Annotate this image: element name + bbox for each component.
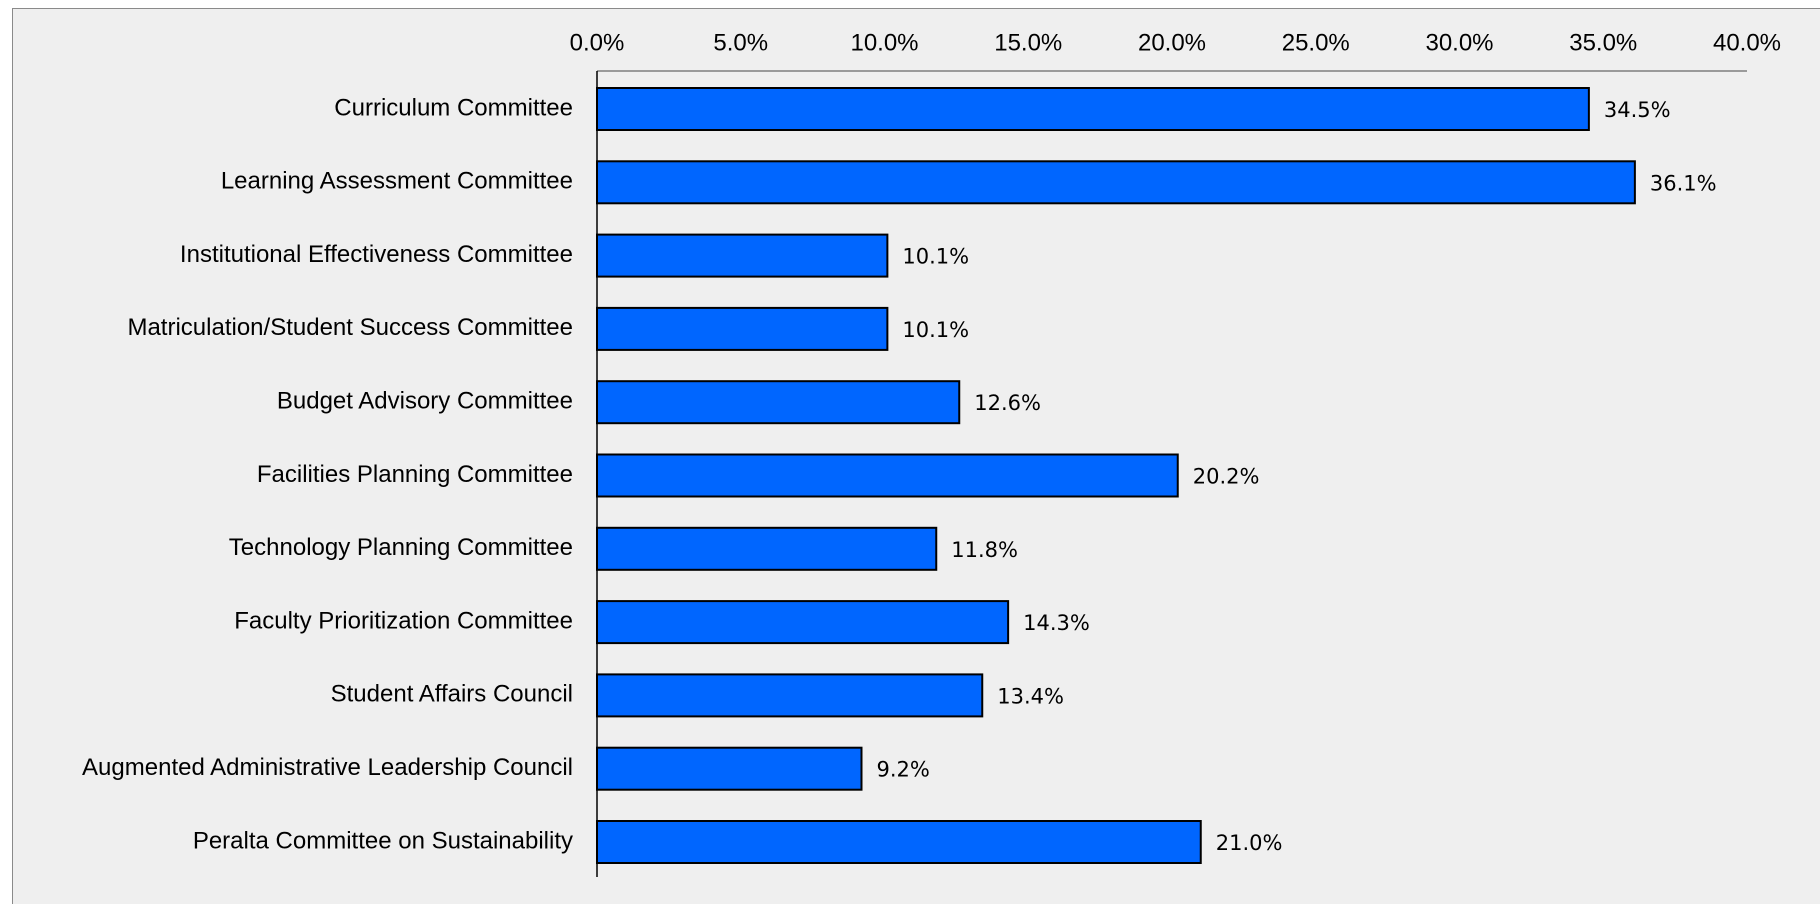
category-label: Student Affairs Council (331, 681, 573, 708)
category-label: Institutional Effectiveness Committee (180, 241, 573, 268)
data-label: 9.2% (877, 758, 930, 782)
x-tick-label: 5.0% (713, 29, 768, 56)
x-tick-label: 35.0% (1569, 29, 1637, 56)
data-label: 10.1% (902, 318, 969, 342)
x-tick-label: 10.0% (850, 29, 918, 56)
category-label: Curriculum Committee (334, 94, 573, 121)
x-tick-label: 30.0% (1425, 29, 1493, 56)
chart-frame: 0.0% 5.0% 10.0% 15.0% 20.0% 25.0% 30.0% 35.0% 40… (12, 8, 1820, 904)
data-label: 11.8% (951, 538, 1018, 562)
x-tick-label: 20.0% (1138, 29, 1206, 56)
labels-layer: Curriculum Committee 34.5% Learning Assess… (82, 94, 1717, 855)
category-label: Matriculation/Student Success Committee (127, 314, 573, 341)
data-label: 20.2% (1193, 465, 1260, 489)
category-label: Learning Assessment Committee (221, 168, 573, 195)
axis-layer: 0.0% 5.0% 10.0% 15.0% 20.0% 25.0% 30.0% 35.0% 40… (570, 29, 1781, 877)
category-label: Faculty Prioritization Committee (234, 607, 573, 634)
bar (596, 160, 1636, 205)
category-label: Augmented Administrative Leadership Coun… (82, 754, 573, 781)
data-label: 36.1% (1650, 171, 1717, 195)
x-tick-label: 25.0% (1282, 29, 1350, 56)
category-label: Peralta Committee on Sustainability (193, 827, 573, 854)
data-label: 14.3% (1023, 611, 1090, 635)
bar-chart: 0.0% 5.0% 10.0% 15.0% 20.0% 25.0% 30.0% 35.0% 40… (82, 29, 1781, 877)
bar (596, 380, 961, 425)
bar (596, 306, 889, 351)
x-tick-label: 0.0% (570, 29, 625, 56)
bar (596, 453, 1179, 498)
bar (596, 600, 1010, 645)
data-label: 13.4% (997, 684, 1064, 708)
bar (596, 820, 1202, 864)
x-tick-label: 40.0% (1713, 29, 1781, 56)
category-label: Budget Advisory Committee (277, 388, 573, 415)
bar (596, 233, 889, 278)
category-label: Facilities Planning Committee (257, 461, 573, 488)
x-tick-label: 15.0% (994, 29, 1062, 56)
data-label: 34.5% (1604, 98, 1671, 122)
data-label: 10.1% (902, 245, 969, 269)
data-label: 12.6% (974, 391, 1041, 415)
bar (596, 87, 1590, 131)
bar (596, 526, 938, 571)
bar (596, 673, 984, 718)
bar (596, 746, 863, 791)
bars-layer (596, 87, 1636, 864)
category-label: Technology Planning Committee (229, 534, 573, 561)
data-label: 21.0% (1216, 831, 1283, 855)
